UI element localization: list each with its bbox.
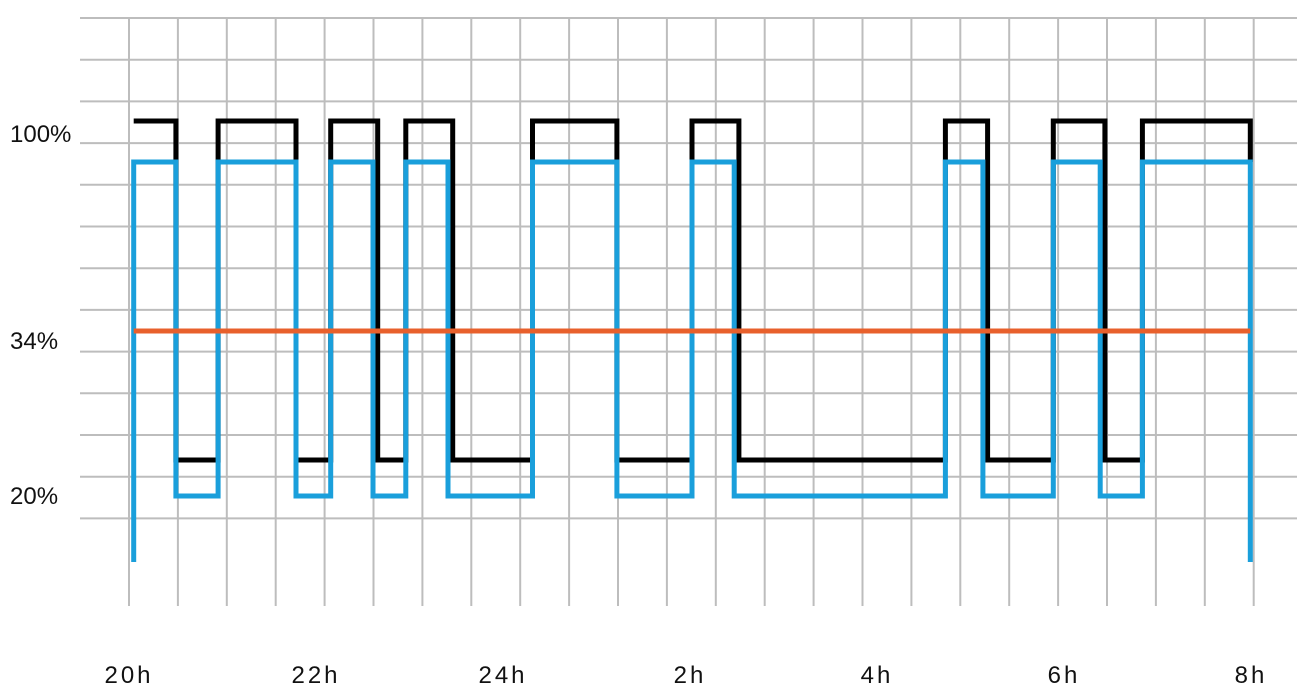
- tick-labels: 100% 34% 20% 20h 22h 24h 2h 4h 6h 8h: [10, 121, 1268, 686]
- x-tick-label-2h: 2h: [674, 662, 707, 686]
- x-tick-label-22h: 22h: [291, 662, 340, 686]
- x-tick-label-6h: 6h: [1048, 662, 1081, 686]
- series-lines: [131, 118, 1253, 562]
- y-tick-label-100: 100%: [10, 121, 71, 148]
- gridlines: [80, 17, 1297, 606]
- x-tick-label-20h: 20h: [104, 662, 153, 686]
- series-line-blue: [131, 159, 1253, 562]
- y-tick-label-34: 34%: [10, 328, 58, 355]
- x-tick-label-8h: 8h: [1235, 662, 1268, 686]
- x-tick-label-24h: 24h: [478, 662, 527, 686]
- x-tick-label-4h: 4h: [861, 662, 894, 686]
- y-tick-label-20: 20%: [10, 483, 58, 510]
